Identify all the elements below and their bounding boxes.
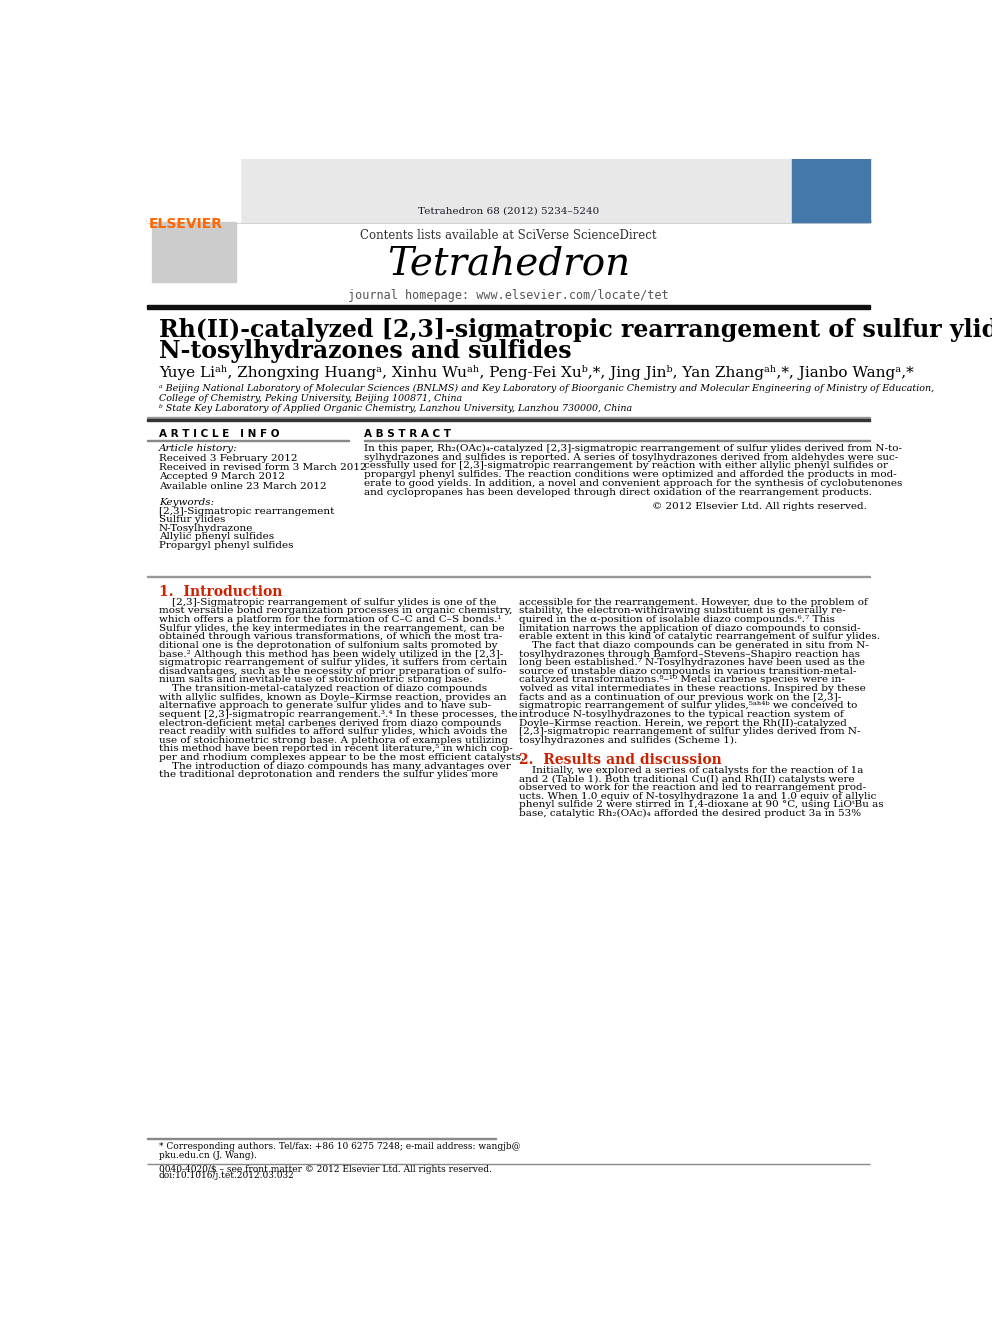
Text: 0040-4020/$ – see front matter © 2012 Elsevier Ltd. All rights reserved.: 0040-4020/$ – see front matter © 2012 El…: [159, 1166, 492, 1175]
Text: pku.edu.cn (J. Wang).: pku.edu.cn (J. Wang).: [159, 1151, 257, 1160]
Text: introduce N-tosylhydrazones to the typical reaction system of: introduce N-tosylhydrazones to the typic…: [519, 710, 844, 718]
Text: Initially, we explored a series of catalysts for the reaction of 1a: Initially, we explored a series of catal…: [519, 766, 864, 775]
Text: sequent [2,3]-sigmatropic rearrangement.³․⁴ In these processes, the: sequent [2,3]-sigmatropic rearrangement.…: [159, 710, 518, 718]
Text: volved as vital intermediates in these reactions. Inspired by these: volved as vital intermediates in these r…: [519, 684, 866, 693]
Text: source of unstable diazo compounds in various transition-metal-: source of unstable diazo compounds in va…: [519, 667, 857, 676]
Text: Propargyl phenyl sulfides: Propargyl phenyl sulfides: [159, 541, 294, 550]
Text: obtained through various transformations, of which the most tra-: obtained through various transformations…: [159, 632, 502, 642]
Text: 2.  Results and discussion: 2. Results and discussion: [519, 753, 722, 766]
Text: accessible for the rearrangement. However, due to the problem of: accessible for the rearrangement. Howeve…: [519, 598, 868, 607]
Text: per and rhodium complexes appear to be the most efficient catalysts.: per and rhodium complexes appear to be t…: [159, 753, 524, 762]
Text: Tetrahedron: Tetrahedron: [387, 246, 630, 283]
Bar: [147, 419, 870, 421]
Text: N-Tosylhydrazone: N-Tosylhydrazone: [159, 524, 253, 533]
Text: react readily with sulfides to afford sulfur ylides, which avoids the: react readily with sulfides to afford su…: [159, 728, 507, 736]
Text: cessfully used for [2,3]-sigmatropic rearrangement by reaction with either allyl: cessfully used for [2,3]-sigmatropic rea…: [364, 462, 888, 471]
Text: disadvantages, such as the necessity of prior preparation of sulfo-: disadvantages, such as the necessity of …: [159, 667, 506, 676]
Text: use of stoichiometric strong base. A plethora of examples utilizing: use of stoichiometric strong base. A ple…: [159, 736, 508, 745]
Text: catalyzed transformations.⁸–¹⁰ Metal carbene species were in-: catalyzed transformations.⁸–¹⁰ Metal car…: [519, 676, 845, 684]
Text: long been established.⁷ N-Tosylhydrazones have been used as the: long been established.⁷ N-Tosylhydrazone…: [519, 658, 865, 667]
Text: phenyl sulfide 2 were stirred in 1,4-dioxane at 90 °C, using LiOᵗBu as: phenyl sulfide 2 were stirred in 1,4-dio…: [519, 800, 884, 810]
Text: sigmatropic rearrangement of sulfur ylides,⁵ᵃʰ⁴ᵇ we conceived to: sigmatropic rearrangement of sulfur ylid…: [519, 701, 858, 710]
Text: [2,3]-Sigmatropic rearrangement: [2,3]-Sigmatropic rearrangement: [159, 507, 334, 516]
Text: The introduction of diazo compounds has many advantages over: The introduction of diazo compounds has …: [159, 762, 511, 770]
Text: [2,3]-sigmatropic rearrangement of sulfur ylides derived from N-: [2,3]-sigmatropic rearrangement of sulfu…: [519, 728, 861, 736]
Text: A B S T R A C T: A B S T R A C T: [364, 430, 451, 439]
Text: Tetrahedron 68 (2012) 5234–5240: Tetrahedron 68 (2012) 5234–5240: [418, 206, 599, 216]
Text: ditional one is the deprotonation of sulfonium salts promoted by: ditional one is the deprotonation of sul…: [159, 640, 497, 650]
Text: with allylic sulfides, known as Doyle–Kirmse reaction, provides an: with allylic sulfides, known as Doyle–Ki…: [159, 693, 507, 701]
Text: erable extent in this kind of catalytic rearrangement of sulfur ylides.: erable extent in this kind of catalytic …: [519, 632, 880, 642]
Text: nium salts and inevitable use of stoichiometric strong base.: nium salts and inevitable use of stoichi…: [159, 676, 472, 684]
Text: which offers a platform for the formation of C–C and C–S bonds.¹: which offers a platform for the formatio…: [159, 615, 501, 624]
Text: Keywords:: Keywords:: [159, 497, 214, 507]
Text: 1.  Introduction: 1. Introduction: [159, 585, 283, 598]
Text: The transition-metal-catalyzed reaction of diazo compounds: The transition-metal-catalyzed reaction …: [159, 684, 487, 693]
Text: Contents lists available at SciVerse ScienceDirect: Contents lists available at SciVerse Sci…: [360, 229, 657, 242]
Text: Accepted 9 March 2012: Accepted 9 March 2012: [159, 472, 285, 482]
Text: sylhydrazones and sulfides is reported. A series of tosylhydrazones derived from: sylhydrazones and sulfides is reported. …: [364, 452, 899, 462]
Text: ᵃ Beijing National Laboratory of Molecular Sciences (BNLMS) and Key Laboratory o: ᵃ Beijing National Laboratory of Molecul…: [159, 384, 934, 393]
Text: erate to good yields. In addition, a novel and convenient approach for the synth: erate to good yields. In addition, a nov…: [364, 479, 903, 488]
Text: facts and as a continuation of our previous work on the [2,3]-: facts and as a continuation of our previ…: [519, 693, 841, 701]
Text: Sulfur ylides: Sulfur ylides: [159, 516, 225, 524]
Text: A R T I C L E   I N F O: A R T I C L E I N F O: [159, 430, 280, 439]
Text: observed to work for the reaction and led to rearrangement prod-: observed to work for the reaction and le…: [519, 783, 866, 792]
Bar: [147, 220, 870, 222]
Text: doi:10.1016/j.tet.2012.03.032: doi:10.1016/j.tet.2012.03.032: [159, 1171, 295, 1180]
Text: Yuye Liᵃʰ, Zhongxing Huangᵃ, Xinhu Wuᵃʰ, Peng-Fei Xuᵇ,*, Jing Jinᵇ, Yan Zhangᵃʰ,: Yuye Liᵃʰ, Zhongxing Huangᵃ, Xinhu Wuᵃʰ,…: [159, 365, 914, 380]
Text: base.² Although this method has been widely utilized in the [2,3]-: base.² Although this method has been wid…: [159, 650, 503, 659]
Text: ucts. When 1.0 equiv of N-tosylhydrazone 1a and 1.0 equiv of allylic: ucts. When 1.0 equiv of N-tosylhydrazone…: [519, 792, 877, 800]
Text: stability, the electron-withdrawing substituent is generally re-: stability, the electron-withdrawing subs…: [519, 606, 846, 615]
Text: Received in revised form 3 March 2012: Received in revised form 3 March 2012: [159, 463, 366, 472]
Text: Allylic phenyl sulfides: Allylic phenyl sulfides: [159, 532, 274, 541]
Text: base, catalytic Rh₂(OAc)₄ afforded the desired product 3a in 53%: base, catalytic Rh₂(OAc)₄ afforded the d…: [519, 808, 861, 818]
Text: In this paper, Rh₂(OAc)₄-catalyzed [2,3]-sigmatropic rearrangement of sulfur yli: In this paper, Rh₂(OAc)₄-catalyzed [2,3]…: [364, 443, 903, 452]
Text: limitation narrows the application of diazo compounds to consid-: limitation narrows the application of di…: [519, 623, 861, 632]
Text: Article history:: Article history:: [159, 443, 237, 452]
Bar: [240, 135, 792, 222]
Text: * Corresponding authors. Tel/fax: +86 10 6275 7248; e-mail address: wangjb@: * Corresponding authors. Tel/fax: +86 10…: [159, 1142, 521, 1151]
Text: Sulfur ylides, the key intermediates in the rearrangement, can be: Sulfur ylides, the key intermediates in …: [159, 623, 505, 632]
Bar: [792, 135, 870, 222]
Text: propargyl phenyl sulfides. The reaction conditions were optimized and afforded t: propargyl phenyl sulfides. The reaction …: [364, 471, 897, 479]
Text: most versatile bond reorganization processes in organic chemistry,: most versatile bond reorganization proce…: [159, 606, 512, 615]
Text: ᵇ State Key Laboratory of Applied Organic Chemistry, Lanzhou University, Lanzhou: ᵇ State Key Laboratory of Applied Organi…: [159, 404, 632, 413]
Text: The fact that diazo compounds can be generated in situ from N-: The fact that diazo compounds can be gen…: [519, 640, 869, 650]
Text: quired in the α-position of isolable diazo compounds.⁶․⁷ This: quired in the α-position of isolable dia…: [519, 615, 835, 624]
Text: and cyclopropanes has been developed through direct oxidation of the rearrangeme: and cyclopropanes has been developed thr…: [364, 488, 872, 497]
Text: College of Chemistry, Peking University, Beijing 100871, China: College of Chemistry, Peking University,…: [159, 394, 462, 402]
Bar: [147, 306, 870, 308]
Text: tosylhydrazones and sulfides (Scheme 1).: tosylhydrazones and sulfides (Scheme 1).: [519, 736, 737, 745]
Bar: [152, 222, 236, 282]
Text: © 2012 Elsevier Ltd. All rights reserved.: © 2012 Elsevier Ltd. All rights reserved…: [652, 501, 866, 511]
Text: this method have been reported in recent literature,⁵ in which cop-: this method have been reported in recent…: [159, 745, 513, 753]
Text: Available online 23 March 2012: Available online 23 March 2012: [159, 482, 326, 491]
Text: [2,3]-Sigmatropic rearrangement of sulfur ylides is one of the: [2,3]-Sigmatropic rearrangement of sulfu…: [159, 598, 496, 607]
Text: tosylhydrazones through Bamford–Stevens–Shapiro reaction has: tosylhydrazones through Bamford–Stevens–…: [519, 650, 860, 659]
Text: Received 3 February 2012: Received 3 February 2012: [159, 454, 298, 463]
Text: ELSEVIER: ELSEVIER: [149, 217, 223, 232]
Text: alternative approach to generate sulfur ylides and to have sub-: alternative approach to generate sulfur …: [159, 701, 491, 710]
Text: and 2 (Table 1). Both traditional Cu(I) and Rh(II) catalysts were: and 2 (Table 1). Both traditional Cu(I) …: [519, 774, 855, 783]
Text: the traditional deprotonation and renders the sulfur ylides more: the traditional deprotonation and render…: [159, 770, 498, 779]
Text: Doyle–Kirmse reaction. Herein, we report the Rh(II)-catalyzed: Doyle–Kirmse reaction. Herein, we report…: [519, 718, 847, 728]
Text: Rh(II)-catalyzed [2,3]-sigmatropic rearrangement of sulfur ylides derived from: Rh(II)-catalyzed [2,3]-sigmatropic rearr…: [159, 318, 992, 341]
Text: journal homepage: www.elsevier.com/locate/tet: journal homepage: www.elsevier.com/locat…: [348, 290, 669, 303]
Text: electron-deficient metal carbenes derived from diazo compounds: electron-deficient metal carbenes derive…: [159, 718, 501, 728]
Text: sigmatropic rearrangement of sulfur ylides, it suffers from certain: sigmatropic rearrangement of sulfur ylid…: [159, 658, 507, 667]
Text: Tetrahedron: Tetrahedron: [805, 228, 857, 235]
Bar: [147, 135, 240, 222]
Text: N-tosylhydrazones and sulfides: N-tosylhydrazones and sulfides: [159, 339, 571, 364]
